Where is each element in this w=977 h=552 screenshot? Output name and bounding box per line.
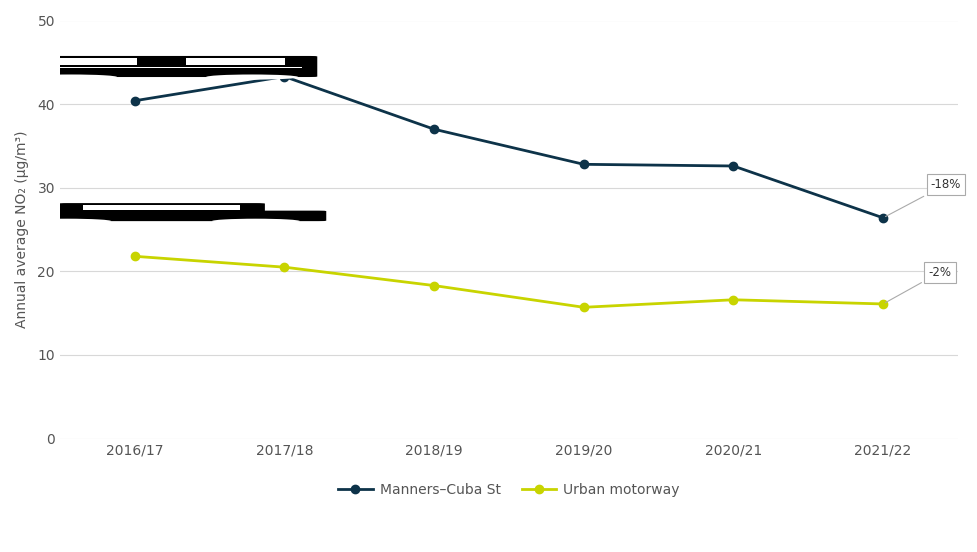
Bar — [38, 58, 137, 65]
Circle shape — [23, 219, 111, 224]
Text: -2%: -2% — [884, 266, 951, 302]
Circle shape — [212, 219, 300, 224]
Circle shape — [25, 75, 117, 79]
FancyBboxPatch shape — [0, 211, 326, 221]
Bar — [21, 67, 301, 68]
Bar — [83, 205, 240, 210]
FancyBboxPatch shape — [6, 56, 317, 77]
Y-axis label: Annual average NO₂ (μg/m³): Annual average NO₂ (μg/m³) — [15, 131, 29, 328]
Legend: Manners–Cuba St, Urban motorway: Manners–Cuba St, Urban motorway — [332, 477, 685, 503]
FancyBboxPatch shape — [59, 203, 265, 211]
Text: -18%: -18% — [884, 178, 960, 216]
Bar — [186, 58, 285, 65]
Circle shape — [206, 75, 298, 79]
